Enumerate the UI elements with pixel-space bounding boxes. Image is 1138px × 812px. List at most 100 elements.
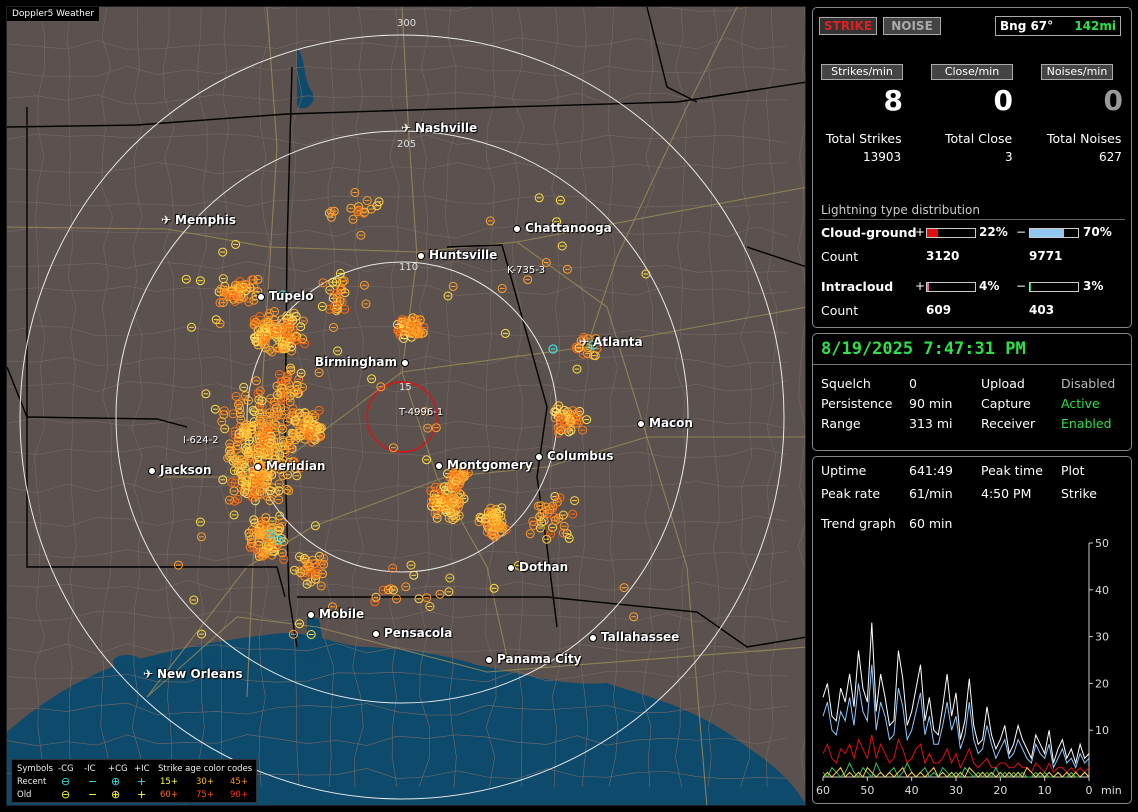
strike-mark (497, 527, 507, 537)
strike-mark (629, 612, 639, 622)
strike-mark (535, 512, 545, 522)
strike-mark (189, 595, 199, 605)
noise-button[interactable]: NOISE (883, 17, 941, 35)
strike-mark (393, 319, 402, 329)
strike-mark (276, 399, 286, 409)
strike-mark (314, 405, 324, 415)
strike-mark (277, 376, 287, 386)
strike-mark (550, 515, 560, 525)
strike-mark (488, 531, 497, 540)
city-dot-icon (148, 467, 156, 475)
strike-mark (374, 197, 384, 207)
strike-mark (229, 510, 239, 520)
strike-mark (284, 486, 294, 496)
strike-mark (401, 582, 411, 592)
strike-mark (218, 274, 228, 284)
trend-x-tick-label: 30 (949, 784, 963, 797)
strike-mark (286, 328, 296, 338)
strike-mark (448, 281, 458, 291)
strike-mark (395, 327, 405, 337)
city-dot-icon (435, 462, 443, 470)
strike-mark (286, 365, 296, 375)
strike-mark (195, 517, 205, 527)
strike-mark (326, 212, 336, 222)
strike-mark (558, 528, 568, 538)
strike-mark (249, 407, 259, 417)
strike-mark (301, 555, 310, 565)
trend-x-tick-label: 50 (860, 784, 874, 797)
old-pos-cg-icon: ⊕ (111, 788, 121, 801)
city-label-chattanooga: Chattanooga (525, 221, 612, 235)
strike-mark (316, 581, 326, 591)
strike-mark (276, 533, 286, 543)
strike-mark (271, 461, 281, 471)
lightning-map[interactable]: Doppler5 Weather 300 205 110 15 ✈ Nashville ✈ M… (6, 6, 806, 806)
strike-mark (293, 417, 302, 427)
city-dot-icon (307, 611, 315, 619)
cloud-ground-label: Cloud-ground (821, 225, 917, 240)
strike-mark (234, 435, 243, 445)
legend-old-age-3: 90+ (230, 790, 248, 800)
strike-mark (277, 518, 287, 528)
strike-mark (304, 432, 314, 442)
range-ring-0 (19, 34, 785, 800)
strike-mark (298, 316, 308, 326)
datetime: 8/19/2025 7:47:31 PM (821, 339, 1026, 359)
legend-recent-age-2: 30+ (196, 777, 214, 787)
cg-neg-bar (1029, 228, 1079, 238)
city-label-nashville: Nashville (415, 121, 478, 135)
status-value-2-3: Enabled (1061, 416, 1112, 431)
legend-symbols-label: Symbols (17, 764, 54, 774)
strike-mark (311, 568, 321, 578)
strike-mark (490, 532, 500, 542)
strike-mark (251, 376, 261, 386)
strike-mark (332, 288, 341, 298)
strike-mark (446, 493, 456, 503)
ic-neg-bar (1029, 282, 1079, 292)
strike-mark (523, 275, 533, 285)
total-close-value: 3 (1005, 150, 1013, 164)
trend-y-tick-label: 20 (1095, 677, 1109, 690)
total-close-label: Total Close (945, 131, 1013, 146)
map-canvas[interactable] (7, 7, 806, 806)
strike-mark (243, 396, 253, 405)
strike-mark (423, 423, 433, 433)
uptime-label: Uptime (821, 463, 867, 478)
strike-mark (232, 455, 242, 465)
strike-mark (535, 523, 545, 533)
strike-mark (278, 441, 288, 451)
strike-mark (223, 453, 233, 463)
city-label-tallahassee: Tallahassee (601, 630, 680, 644)
strike-mark (292, 471, 302, 481)
strike-mark (255, 386, 265, 396)
ring-label-300: 300 (397, 18, 417, 29)
strike-mark (283, 470, 292, 480)
city-label-montgomery: Montgomery (447, 458, 533, 472)
status-value-2-1: 313 mi (909, 416, 953, 431)
plot-value[interactable]: Strike (1061, 486, 1097, 501)
old-neg-cg-icon: ⊖ (61, 788, 71, 801)
city-label-mobile: Mobile (319, 607, 365, 621)
city-dot-icon (401, 359, 409, 367)
ring-label-110: 110 (399, 262, 419, 273)
strike-mark (277, 324, 287, 334)
strike-mark (422, 593, 432, 603)
lake-maurepas (113, 655, 141, 669)
lake-pontchartrain (153, 657, 221, 677)
strike-mark (445, 573, 455, 583)
strike-mark (258, 335, 268, 345)
cg-pos-count: 3120 (926, 249, 960, 263)
strike-mark (346, 203, 356, 213)
strike-mark (448, 465, 458, 475)
strike-mark (196, 532, 206, 542)
strike-mark (356, 230, 366, 240)
bearing-value: Bng 67° (1000, 19, 1054, 33)
strike-mark (362, 196, 372, 206)
ic-neg-sign: − (1016, 279, 1027, 293)
strike-mark (233, 441, 243, 450)
strike-button[interactable]: STRIKE (819, 17, 877, 35)
strike-mark (340, 288, 350, 298)
strike-mark (296, 322, 306, 332)
city-dot-icon (589, 634, 597, 642)
strike-mark (240, 431, 250, 441)
